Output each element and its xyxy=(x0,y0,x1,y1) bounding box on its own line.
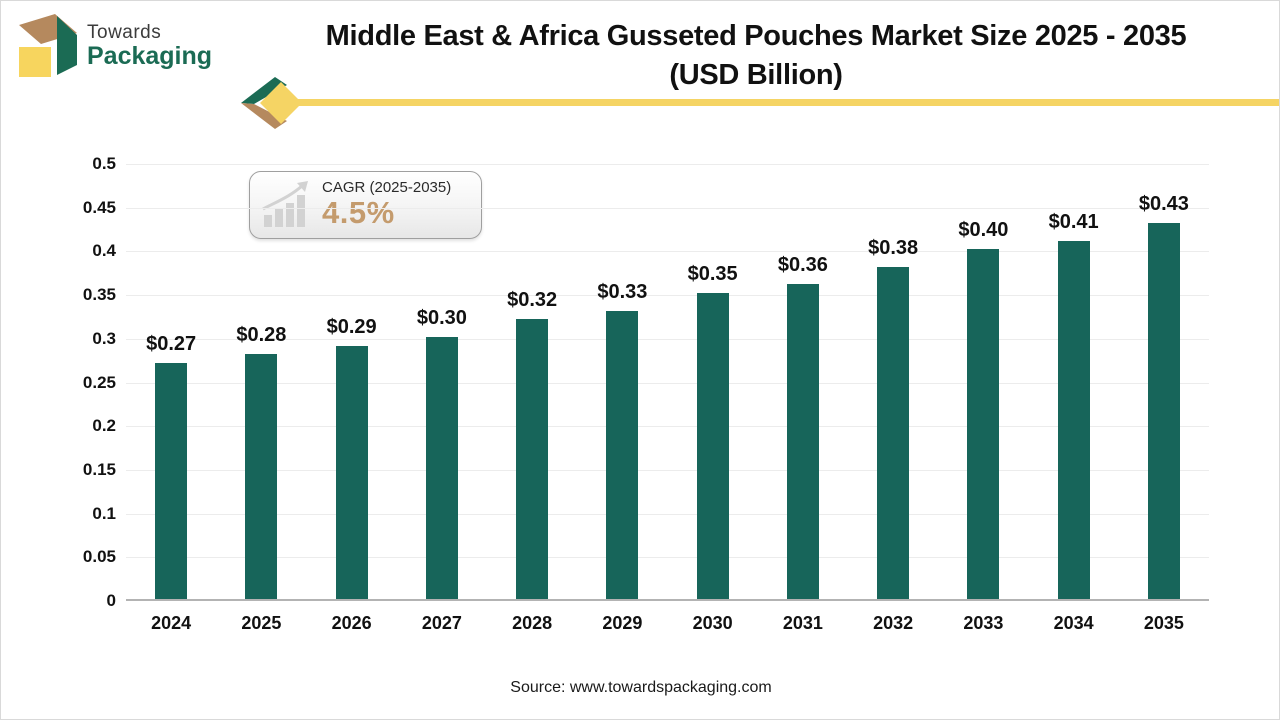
bar-2027 xyxy=(425,336,458,599)
bar-chart: 0 0.05 0.1 0.15 0.2 0.25 0.3 0.35 0.4 0.45 0.5 $0.… xyxy=(1,154,1279,633)
gridline xyxy=(126,164,1209,165)
gridline xyxy=(126,557,1209,559)
cagr-badge: CAGR (2025-2035) 4.5% xyxy=(249,171,482,239)
bars-container: $0.27 2024 $0.28 2025 $0.29 2026 $0.30 2027 $0.3… xyxy=(126,164,1209,633)
bar-2026 xyxy=(335,345,368,599)
gridline xyxy=(126,251,1209,253)
bar-2029 xyxy=(606,310,639,599)
gridline xyxy=(126,338,1209,340)
bar-2024 xyxy=(155,363,188,599)
growth-chart-icon xyxy=(262,181,308,227)
bar-value-label: $0.33 xyxy=(597,280,648,303)
x-axis-label: 2035 xyxy=(1143,613,1184,633)
bar-group-2030: $0.35 2030 xyxy=(668,164,758,633)
gridline xyxy=(126,513,1209,515)
y-tick-label: 0 xyxy=(106,591,116,610)
plot-area: $0.27 2024 $0.28 2025 $0.29 2026 $0.30 2027 $0.3… xyxy=(126,164,1209,633)
gridline xyxy=(126,469,1209,471)
logo-text: Towards Packaging xyxy=(87,21,213,70)
bar-2031 xyxy=(786,284,819,599)
source-text: Source: www.towardspackaging.com xyxy=(510,679,772,696)
logo: Towards Packaging xyxy=(17,13,212,79)
y-tick-label: 0.05 xyxy=(82,547,116,567)
bar-value-label: $0.38 xyxy=(868,236,919,259)
page-title-line2: (USD Billion) xyxy=(669,59,843,92)
bar-group-2031: $0.36 2031 xyxy=(758,164,848,633)
bar-group-2025: $0.28 2025 xyxy=(216,164,306,633)
bar-2025 xyxy=(245,354,278,599)
cagr-value: 4.5% xyxy=(322,195,395,231)
x-axis-label: 2032 xyxy=(873,613,914,633)
y-tick-label: 0.4 xyxy=(92,241,116,261)
y-tick-label: 0.3 xyxy=(92,328,116,348)
bar-group-2034: $0.41 2034 xyxy=(1029,164,1119,633)
cagr-texts: CAGR (2025-2035) 4.5% xyxy=(322,178,452,231)
bar-value-label: $0.29 xyxy=(326,315,377,338)
y-tick-label: 0.5 xyxy=(92,154,116,173)
bar-value-label: $0.28 xyxy=(236,324,287,347)
x-axis-label: 2031 xyxy=(782,613,823,633)
y-tick-label: 0.35 xyxy=(82,285,116,305)
gridline xyxy=(126,295,1209,297)
x-axis-label: 2026 xyxy=(331,613,372,633)
bar-value-label: $0.36 xyxy=(777,254,828,277)
bar-group-2028: $0.32 2028 xyxy=(487,164,577,633)
page-title: Middle East & Africa Gusseted Pouches Ma… xyxy=(261,17,1251,95)
bar-group-2035: $0.43 2035 xyxy=(1119,164,1209,633)
bar-2032 xyxy=(877,266,910,599)
bar-2028 xyxy=(516,319,549,599)
bar-value-label: $0.27 xyxy=(146,333,197,356)
bar-group-2027: $0.30 2027 xyxy=(397,164,487,633)
y-axis: 0 0.05 0.1 0.15 0.2 0.25 0.3 0.35 0.4 0.45 0.5 xyxy=(1,154,116,610)
logo-box-icon xyxy=(19,14,77,77)
bar-2033 xyxy=(967,249,1000,599)
logo-text-towards: Towards xyxy=(87,21,162,43)
bar-2034 xyxy=(1057,240,1090,599)
x-axis-label: 2030 xyxy=(692,613,733,633)
divider-arrow-diamond-icon xyxy=(241,77,301,129)
x-axis-label: 2024 xyxy=(151,613,192,633)
y-tick-label: 0.45 xyxy=(82,197,116,217)
logo-text-packaging: Packaging xyxy=(87,41,213,70)
y-tick-label: 0.1 xyxy=(92,503,116,523)
bar-group-2032: $0.38 2032 xyxy=(848,164,938,633)
bar-value-label: $0.41 xyxy=(1048,210,1099,233)
gridline xyxy=(126,382,1209,384)
bar-group-2026: $0.29 2026 xyxy=(307,164,397,633)
x-axis-label: 2034 xyxy=(1053,613,1094,633)
bar-group-2024: $0.27 2024 xyxy=(126,164,216,633)
bar-value-label: $0.35 xyxy=(687,263,738,286)
bar-group-2029: $0.33 2029 xyxy=(577,164,667,633)
x-axis-label: 2029 xyxy=(602,613,643,633)
bar-group-2033: $0.40 2033 xyxy=(938,164,1028,633)
x-axis-label: 2025 xyxy=(241,613,282,633)
title-divider-line xyxy=(285,99,1279,106)
x-axis-label: 2027 xyxy=(421,613,462,633)
bar-value-label: $0.43 xyxy=(1138,193,1189,216)
page-title-line1: Middle East & Africa Gusseted Pouches Ma… xyxy=(325,20,1187,52)
bar-value-label: $0.30 xyxy=(416,306,467,329)
gridline xyxy=(126,426,1209,428)
bar-value-label: $0.32 xyxy=(507,289,558,312)
y-tick-label: 0.2 xyxy=(92,416,116,436)
gridline xyxy=(126,207,1209,209)
bar-2030 xyxy=(696,293,729,599)
x-axis-label: 2033 xyxy=(963,613,1004,633)
bar-2035 xyxy=(1147,223,1180,599)
y-tick-label: 0.25 xyxy=(82,372,116,392)
y-tick-label: 0.15 xyxy=(82,459,116,479)
x-axis-label: 2028 xyxy=(512,613,553,633)
bar-value-label: $0.40 xyxy=(958,219,1009,242)
cagr-label: CAGR (2025-2035) xyxy=(322,178,452,196)
